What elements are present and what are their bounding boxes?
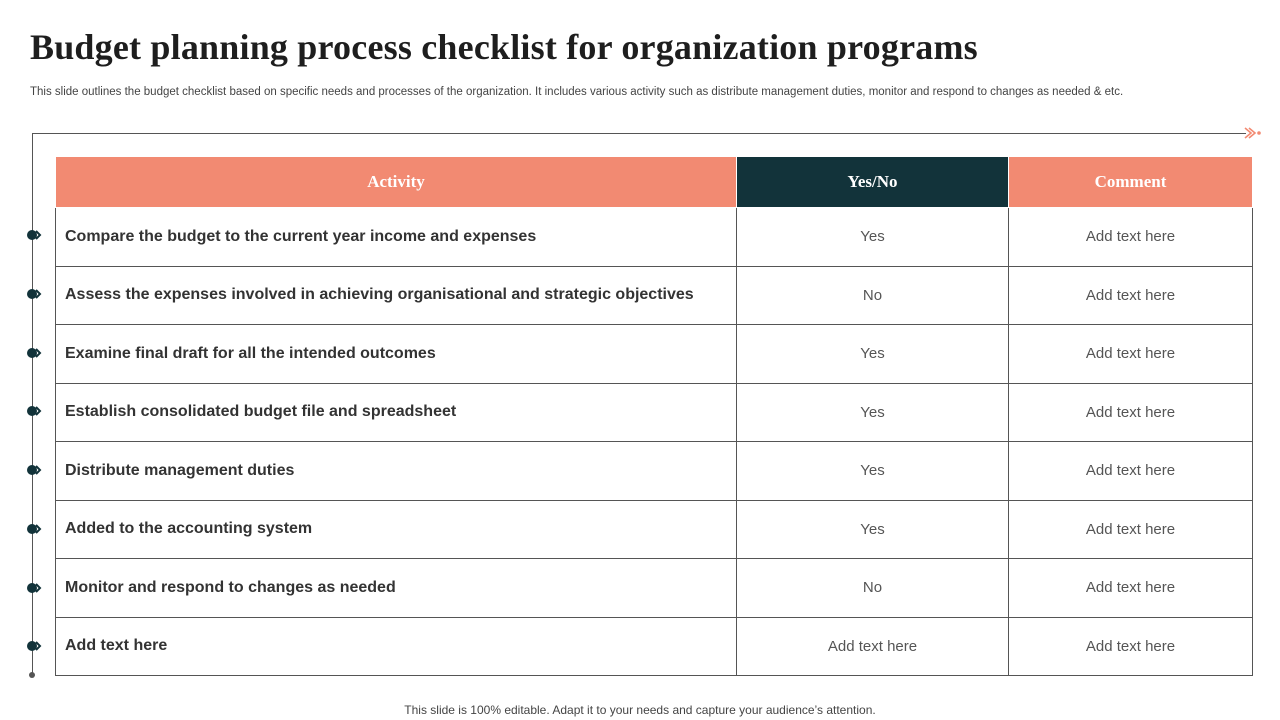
- row-marker-icon: [27, 348, 42, 358]
- arrow-head-icon: [1244, 127, 1261, 139]
- comment-cell: Add text here: [1008, 558, 1253, 618]
- table-row: Distribute management duties Yes Add tex…: [55, 441, 1253, 501]
- yes-no-cell: Yes: [736, 499, 1009, 559]
- table-row: Added to the accounting system Yes Add t…: [55, 499, 1253, 559]
- table-row: Add text here Add text here Add text her…: [55, 616, 1253, 676]
- yes-no-cell: No: [736, 558, 1009, 618]
- slide-footer: This slide is 100% editable. Adapt it to…: [404, 703, 876, 717]
- table-row: Establish consolidated budget file and s…: [55, 382, 1253, 442]
- activity-cell: Add text here: [55, 616, 737, 676]
- row-marker-icon: [27, 406, 42, 416]
- timeline-top-line: [32, 133, 1246, 134]
- activity-cell: Examine final draft for all the intended…: [55, 324, 737, 384]
- table-row: Compare the budget to the current year i…: [55, 207, 1253, 267]
- table-header-row: Activity Yes/No Comment: [55, 156, 1253, 208]
- yes-no-cell: Yes: [736, 207, 1009, 267]
- checklist-table: Activity Yes/No Comment Compare the budg…: [55, 156, 1253, 676]
- activity-cell: Added to the accounting system: [55, 499, 737, 559]
- activity-cell: Establish consolidated budget file and s…: [55, 382, 737, 442]
- activity-cell: Compare the budget to the current year i…: [55, 207, 737, 267]
- comment-cell: Add text here: [1008, 324, 1253, 384]
- row-marker-icon: [27, 230, 42, 240]
- activity-cell: Assess the expenses involved in achievin…: [55, 265, 737, 325]
- row-marker-icon: [27, 641, 42, 651]
- table-row: Monitor and respond to changes as needed…: [55, 558, 1253, 618]
- yes-no-cell: Yes: [736, 324, 1009, 384]
- header-comment: Comment: [1008, 156, 1253, 208]
- comment-cell: Add text here: [1008, 382, 1253, 442]
- slide-subtitle: This slide outlines the budget checklist…: [30, 86, 1124, 98]
- yes-no-cell: No: [736, 265, 1009, 325]
- yes-no-cell: Yes: [736, 441, 1009, 501]
- timeline-vertical-line: [32, 133, 33, 675]
- table-row: Examine final draft for all the intended…: [55, 324, 1253, 384]
- comment-cell: Add text here: [1008, 616, 1253, 676]
- header-activity: Activity: [55, 156, 737, 208]
- header-yes-no: Yes/No: [736, 156, 1009, 208]
- row-marker-icon: [27, 289, 42, 299]
- slide-title: Budget planning process checklist for or…: [30, 27, 978, 67]
- row-marker-icon: [27, 524, 42, 534]
- timeline-end-dot: [29, 672, 35, 678]
- comment-cell: Add text here: [1008, 207, 1253, 267]
- table-row: Assess the expenses involved in achievin…: [55, 265, 1253, 325]
- activity-cell: Distribute management duties: [55, 441, 737, 501]
- row-marker-icon: [27, 465, 42, 475]
- comment-cell: Add text here: [1008, 441, 1253, 501]
- yes-no-cell: Yes: [736, 382, 1009, 442]
- comment-cell: Add text here: [1008, 265, 1253, 325]
- row-marker-icon: [27, 583, 42, 593]
- activity-cell: Monitor and respond to changes as needed: [55, 558, 737, 618]
- comment-cell: Add text here: [1008, 499, 1253, 559]
- yes-no-cell: Add text here: [736, 616, 1009, 676]
